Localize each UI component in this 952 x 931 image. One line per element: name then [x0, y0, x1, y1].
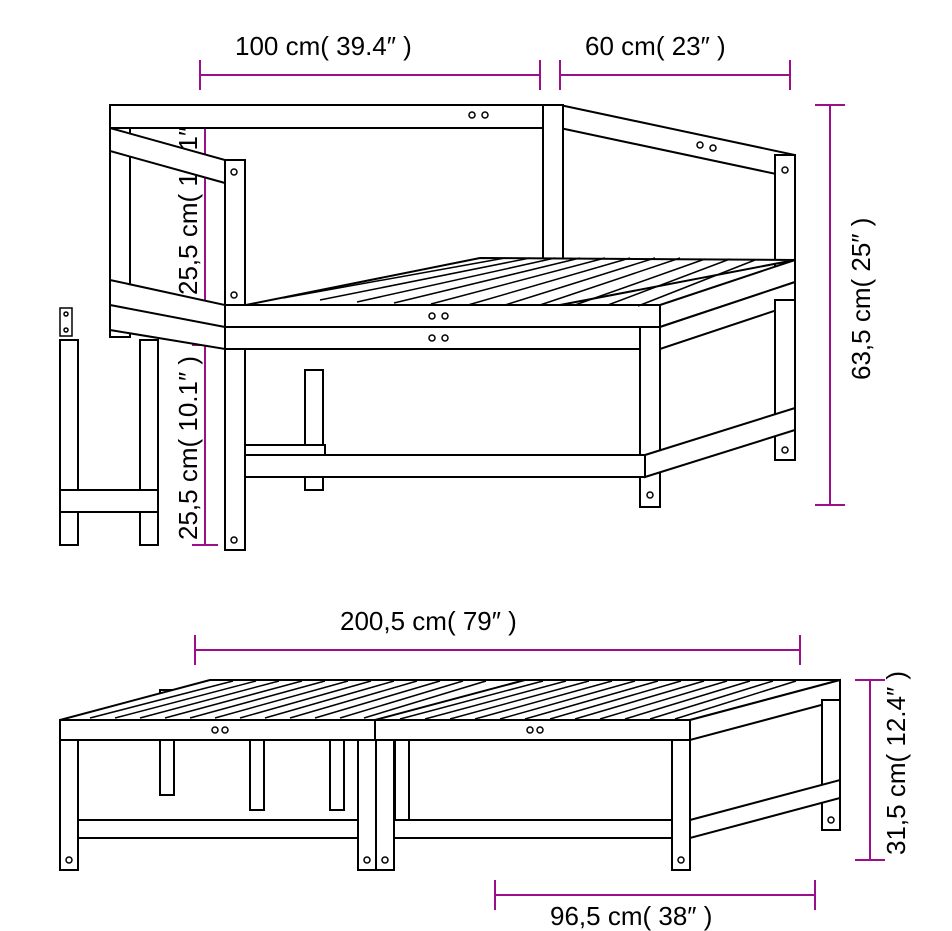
svg-text:25,5 cm( 10.1″ ): 25,5 cm( 10.1″ )	[173, 356, 203, 540]
lower-view: 200,5 cm( 79″ ) 96,5 cm( 38″ ) 31,5 cm( …	[60, 606, 911, 931]
dim-width: 100 cm( 39.4″ )	[200, 31, 540, 90]
dim-height-cm: 63,5 cm	[846, 288, 876, 381]
dim-width-in: ( 39.4″ )	[320, 31, 412, 61]
dim-upper-cm: 25,5 cm	[173, 203, 203, 296]
upper-view: 100 cm( 39.4″ ) 60 cm( 23″ ) 63,5 cm( 25…	[60, 31, 876, 550]
dim-inner-length: 96,5 cm( 38″ )	[495, 880, 815, 931]
dim-lower-rail: 25,5 cm( 10.1″ )	[173, 345, 218, 545]
dim-depth-in: ( 23″ )	[656, 31, 726, 61]
dim-height-in: ( 25″ )	[846, 218, 876, 288]
dim-upper-rail: 25,5 cm( 10.1″ )	[173, 105, 218, 305]
svg-text:100 cm( 39.4″ ): 100 cm( 39.4″ )	[235, 31, 412, 61]
dim-lh-cm: 31,5 cm	[881, 763, 911, 856]
svg-text:63,5 cm( 25″ ): 63,5 cm( 25″ )	[846, 218, 876, 380]
svg-text:200,5 cm( 79″ ): 200,5 cm( 79″ )	[340, 606, 517, 636]
dim-depth-cm: 60 cm	[585, 31, 656, 61]
bench-unfolded	[60, 680, 840, 870]
dim-lower-height: 31,5 cm( 12.4″ )	[855, 671, 911, 860]
dim-lh-in: ( 12.4″ )	[881, 671, 911, 763]
bench-folded	[60, 105, 795, 550]
dim-lower-in: ( 10.1″ )	[173, 356, 203, 448]
svg-text:31,5 cm( 12.4″ ): 31,5 cm( 12.4″ )	[881, 671, 911, 855]
svg-text:25,5 cm( 10.1″ ): 25,5 cm( 10.1″ )	[173, 111, 203, 295]
dim-inner-in: ( 38″ )	[643, 901, 713, 931]
dim-width-cm: 100 cm	[235, 31, 320, 61]
dim-inner-cm: 96,5 cm	[550, 901, 643, 931]
svg-text:60 cm( 23″ ): 60 cm( 23″ )	[585, 31, 726, 61]
dim-height: 63,5 cm( 25″ )	[815, 105, 876, 505]
dim-length: 200,5 cm( 79″ )	[195, 606, 800, 665]
svg-text:96,5 cm( 38″ ): 96,5 cm( 38″ )	[550, 901, 712, 931]
dim-lower-cm: 25,5 cm	[173, 448, 203, 541]
hinges	[60, 308, 72, 336]
screws-lower	[66, 727, 834, 863]
dim-depth: 60 cm( 23″ )	[560, 31, 790, 90]
dim-length-in: ( 79″ )	[447, 606, 517, 636]
technical-diagram: 100 cm( 39.4″ ) 60 cm( 23″ ) 63,5 cm( 25…	[0, 0, 952, 931]
dim-length-cm: 200,5 cm	[340, 606, 447, 636]
